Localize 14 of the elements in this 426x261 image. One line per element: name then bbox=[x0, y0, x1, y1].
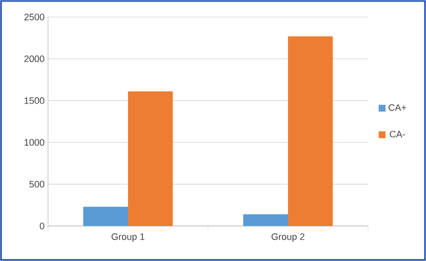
y-tick-label: 500 bbox=[29, 180, 44, 188]
y-tick-label: 1500 bbox=[24, 97, 44, 104]
legend-label: CA+ bbox=[388, 104, 406, 111]
bar bbox=[288, 36, 333, 226]
bar bbox=[83, 206, 128, 226]
y-tick-label: 2000 bbox=[24, 56, 44, 62]
x-tick-label: Group 2 bbox=[272, 233, 304, 242]
y-tick-label: 1000 bbox=[24, 139, 44, 146]
y-tick-label: 0 bbox=[40, 222, 44, 230]
x-tick-label: Group 1 bbox=[112, 233, 144, 242]
bar bbox=[128, 91, 173, 226]
y-tick-label: 2500 bbox=[24, 14, 44, 20]
bar bbox=[243, 214, 288, 226]
legend-label: CA- bbox=[390, 130, 405, 138]
